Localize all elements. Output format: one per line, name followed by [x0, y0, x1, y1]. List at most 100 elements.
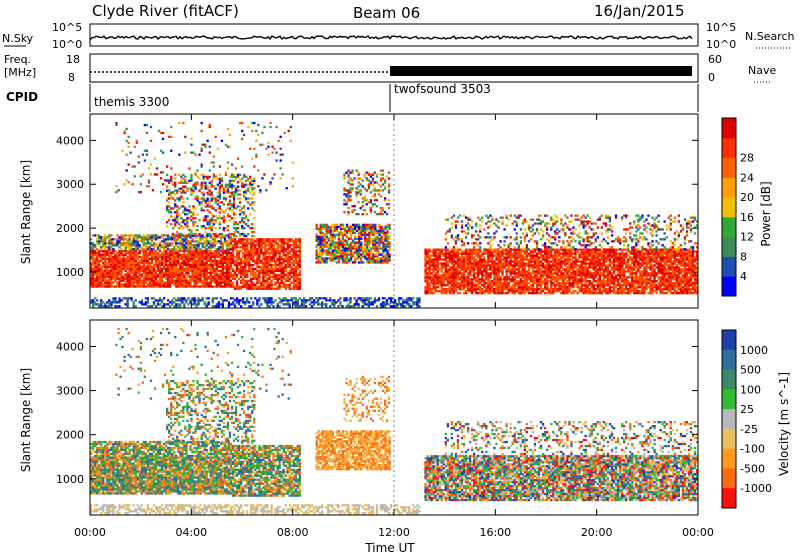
heatmap-cell: [240, 240, 243, 243]
heatmap-cell: [214, 187, 217, 190]
heatmap-cell: [206, 209, 209, 212]
heatmap-cell: [227, 281, 231, 284]
heatmap-cell: [144, 269, 147, 272]
heatmap-cell: [253, 179, 256, 182]
heatmap-cell: [477, 288, 480, 291]
heatmap-cell: [525, 276, 528, 279]
heatmap-cell: [533, 276, 537, 279]
heatmap-cell: [142, 259, 145, 262]
heatmap-cell: [268, 263, 271, 267]
heatmap-cell: [260, 261, 263, 265]
heatmap-cell: [351, 211, 354, 214]
heatmap-cell: [523, 256, 526, 259]
heatmap-cell: [248, 267, 251, 271]
heatmap-cell: [491, 262, 494, 265]
heatmap-cell: [376, 241, 379, 244]
heatmap-cell: [154, 257, 158, 260]
heatmap-cell: [452, 286, 456, 289]
heatmap-cell: [94, 244, 97, 247]
heatmap-cell: [450, 286, 453, 289]
heatmap-cell: [544, 274, 547, 277]
heatmap-cell: [110, 265, 113, 268]
heatmap-cell: [188, 217, 191, 220]
heatmap-cell: [163, 271, 166, 274]
heatmap-cell: [479, 292, 482, 295]
heatmap-cell: [148, 248, 152, 251]
heatmap-cell: [359, 191, 362, 194]
heatmap-cell: [442, 280, 445, 283]
heatmap-cell: [249, 203, 252, 206]
heatmap-cell: [456, 252, 460, 255]
heatmap-cell: [292, 259, 295, 263]
heatmap-cell: [278, 267, 281, 271]
heatmap-cell: [444, 270, 447, 273]
heatmap-cell: [192, 217, 195, 220]
heatmap-cell: [114, 273, 117, 276]
heatmap-cell: [507, 268, 510, 271]
heatmap-cell: [170, 177, 173, 180]
heatmap-cell: [483, 280, 486, 283]
heatmap-cell: [200, 203, 203, 206]
heatmap-cell: [371, 195, 374, 198]
heatmap-cell: [200, 191, 203, 194]
heatmap-cell: [370, 247, 373, 250]
heatmap-cell: [226, 229, 230, 232]
heatmap-cell: [354, 229, 357, 232]
heatmap-cell: [501, 266, 504, 269]
heatmap-cell: [106, 236, 109, 239]
heatmap-cell: [204, 215, 207, 218]
heatmap-cell: [327, 239, 330, 242]
heatmap-cell: [544, 260, 547, 263]
heatmap-cell: [160, 267, 164, 270]
heatmap-cell: [100, 281, 103, 284]
freq-tick-top: 18: [66, 53, 80, 66]
heatmap-cell: [329, 255, 332, 258]
heatmap-cell: [364, 229, 367, 232]
heatmap-cell: [126, 263, 129, 266]
heatmap-cell: [224, 227, 228, 230]
heatmap-cell: [231, 256, 235, 259]
heatmap-cell: [379, 195, 383, 198]
heatmap-cell: [112, 269, 115, 272]
heatmap-cell: [202, 195, 205, 198]
heatmap-cell: [341, 249, 345, 252]
heatmap-cell: [374, 225, 377, 228]
heatmap-cell: [436, 260, 439, 263]
heatmap-cell: [156, 248, 160, 251]
heatmap-cell: [372, 259, 375, 262]
heatmap-cell: [229, 281, 233, 284]
heatmap-cell: [383, 179, 387, 182]
heatmap-cell: [96, 267, 99, 270]
heatmap-cell: [458, 260, 462, 263]
heatmap-cell: [210, 185, 213, 188]
heatmap-cell: [274, 254, 277, 257]
heatmap-cell: [156, 263, 160, 266]
heatmap-cell: [195, 236, 198, 239]
heatmap-cell: [448, 270, 451, 273]
heatmap-cell: [258, 250, 261, 253]
heatmap-cell: [378, 229, 381, 232]
heatmap-cell: [471, 268, 474, 271]
heatmap-cell: [290, 238, 293, 241]
heatmap-cell: [92, 251, 95, 255]
heatmap-cell: [321, 233, 324, 236]
heatmap-cell: [464, 282, 468, 285]
heatmap-cell: [253, 181, 256, 184]
heatmap-cell: [501, 258, 504, 261]
heatmap-cell: [432, 284, 435, 287]
heatmap-cell: [205, 251, 208, 255]
heatmap-cell: [118, 277, 121, 280]
heatmap-cell: [272, 256, 275, 259]
heatmap-cell: [541, 266, 545, 269]
heatmap-cell: [215, 236, 218, 239]
heatmap-cell: [531, 278, 535, 281]
heatmap-cell: [223, 255, 227, 259]
heatmap-cell: [550, 268, 553, 271]
heatmap-cell: [219, 249, 222, 253]
heatmap-cell: [150, 269, 154, 272]
heatmap-cell: [252, 252, 255, 255]
heatmap-cell: [503, 276, 506, 279]
heatmap-cell: [221, 259, 224, 262]
heatmap-cell: [171, 281, 174, 284]
heatmap-cell: [199, 273, 202, 276]
